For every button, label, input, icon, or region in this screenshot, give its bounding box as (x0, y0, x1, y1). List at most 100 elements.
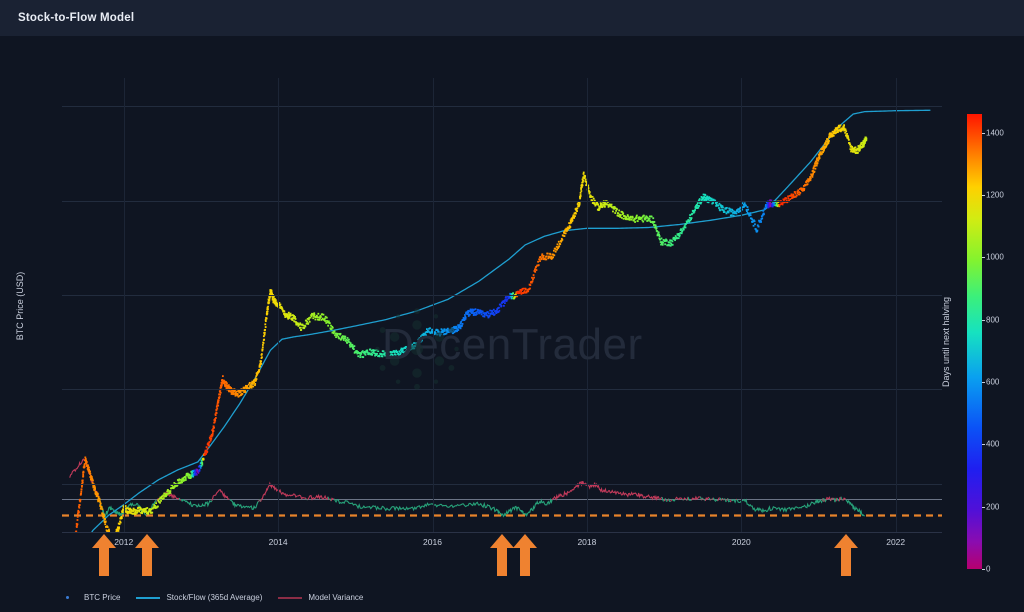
btc-price-point (205, 449, 208, 452)
legend-item[interactable]: BTC Price (56, 593, 120, 602)
model-variance-segment (664, 498, 668, 502)
btc-price-point (801, 188, 803, 191)
btc-price-point (520, 291, 522, 293)
btc-price-point (584, 178, 587, 181)
btc-price-point (581, 184, 584, 187)
btc-price-point (78, 504, 81, 506)
btc-price-point (494, 310, 497, 312)
btc-price-point (425, 334, 427, 337)
btc-price-point (385, 350, 388, 353)
btc-price-point (253, 379, 256, 381)
btc-price-point (619, 216, 622, 218)
btc-price-point (390, 353, 393, 356)
btc-price-point (313, 312, 316, 315)
btc-price-point (239, 391, 242, 394)
btc-price-point (575, 212, 577, 215)
btc-price-point (342, 339, 345, 341)
btc-price-point (212, 427, 215, 430)
btc-price-point (184, 477, 187, 479)
btc-price-point (428, 327, 430, 330)
btc-price-point (853, 150, 855, 153)
btc-price-point (476, 310, 479, 313)
btc-price-point (283, 312, 286, 315)
btc-price-point (498, 309, 501, 312)
btc-price-point (778, 203, 781, 206)
btc-price-point (811, 175, 814, 178)
btc-price-point (314, 318, 317, 321)
btc-price-point (738, 207, 741, 210)
btc-price-point (241, 389, 244, 392)
btc-price-point (770, 199, 773, 202)
btc-price-point (834, 132, 836, 135)
btc-price-point (827, 141, 830, 144)
btc-price-point (670, 242, 672, 245)
btc-price-point (614, 207, 617, 210)
btc-price-point (134, 508, 136, 511)
btc-price-point (363, 352, 366, 355)
btc-price-point (428, 331, 431, 334)
btc-price-point (250, 386, 253, 389)
btc-price-point (834, 127, 837, 130)
legend-line-marker-icon (278, 596, 303, 599)
btc-price-point (618, 213, 621, 216)
btc-price-point (480, 313, 483, 316)
btc-price-point (430, 331, 433, 334)
btc-price-point (103, 520, 106, 523)
btc-price-point (798, 188, 801, 190)
btc-price-point (515, 295, 517, 298)
legend-item[interactable]: Stock/Flow (365d Average) (136, 593, 262, 602)
btc-price-point (131, 510, 133, 512)
btc-price-point (261, 348, 264, 351)
btc-price-point (658, 235, 661, 237)
btc-price-point (201, 463, 204, 466)
btc-price-point (703, 199, 706, 202)
btc-price-point (802, 187, 804, 190)
btc-price-point (835, 128, 838, 131)
btc-price-point (147, 511, 150, 514)
btc-price-point (215, 409, 218, 412)
btc-price-point (613, 206, 616, 208)
btc-price-point (133, 512, 136, 515)
legend-label: BTC Price (84, 593, 121, 602)
btc-price-point (287, 315, 290, 318)
btc-price-point (839, 124, 842, 127)
btc-price-point (859, 148, 861, 151)
btc-price-point (214, 417, 217, 419)
btc-price-point (299, 323, 302, 326)
btc-price-point (366, 351, 369, 354)
legend-item[interactable]: Model Variance (278, 593, 363, 602)
btc-price-point (173, 486, 176, 488)
btc-price-point (376, 352, 379, 355)
btc-price-point (275, 303, 277, 305)
btc-price-point (644, 218, 646, 221)
btc-price-point (370, 352, 373, 355)
btc-price-point (266, 313, 268, 316)
btc-price-point (134, 513, 137, 515)
btc-price-point (785, 199, 788, 202)
btc-price-point (862, 145, 865, 148)
btc-price-point (162, 497, 165, 500)
btc-price-point (812, 167, 815, 170)
btc-price-point (518, 292, 521, 294)
btc-price-point (120, 515, 123, 518)
btc-price-point (129, 507, 132, 510)
btc-price-point (769, 205, 772, 208)
btc-price-point (596, 201, 599, 204)
btc-price-point (307, 322, 310, 325)
buy-signal-arrow-icon (91, 533, 117, 577)
colorbar-tick-mark (982, 382, 985, 383)
btc-price-point (266, 310, 269, 313)
btc-price-point (91, 478, 94, 480)
btc-price-point (165, 495, 167, 498)
btc-price-point (319, 315, 322, 317)
gridline-vertical (741, 78, 743, 533)
btc-price-point (587, 184, 590, 187)
btc-price-point (725, 206, 728, 209)
btc-price-point (813, 170, 816, 173)
btc-price-point (814, 167, 817, 170)
btc-price-point (487, 312, 490, 315)
btc-price-point (641, 219, 644, 222)
btc-price-point (850, 150, 852, 153)
btc-price-point (865, 137, 868, 140)
btc-price-point (426, 331, 429, 334)
